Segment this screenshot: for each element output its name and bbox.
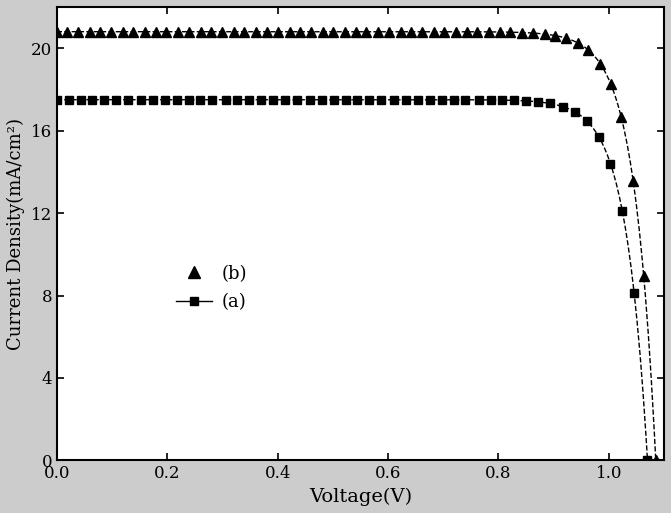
X-axis label: Voltage(V): Voltage(V) <box>309 488 412 506</box>
Legend: (b), (a): (b), (a) <box>169 258 254 319</box>
Y-axis label: Current Density(mA/cm²): Current Density(mA/cm²) <box>7 117 25 350</box>
